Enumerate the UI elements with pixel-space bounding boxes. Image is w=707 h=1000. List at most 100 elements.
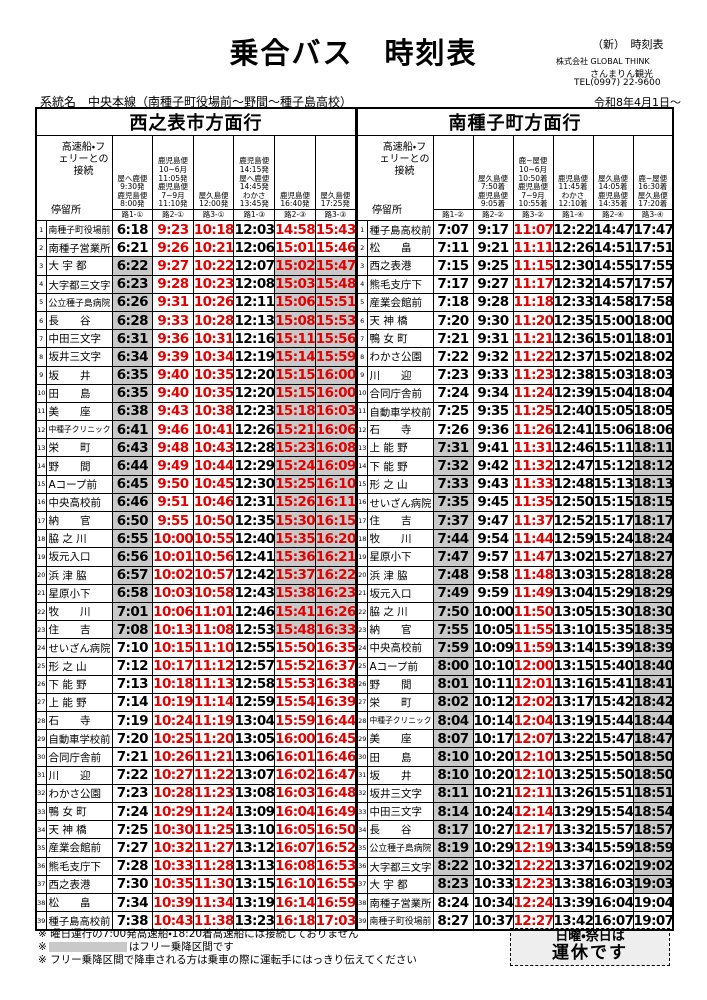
row-number: 4 — [35, 274, 47, 294]
departure-time: 17:51 — [632, 238, 674, 258]
departure-time: 7:13 — [111, 674, 154, 694]
departure-time: 10:43 — [192, 438, 235, 458]
stop-label: 停留所 — [372, 205, 402, 216]
column-label: 路1-④ — [554, 209, 592, 220]
departure-time: 7:18 — [432, 292, 474, 312]
connection-line: 屋へ鹿便 — [117, 173, 148, 183]
departure-time: 15:51 — [314, 292, 357, 312]
departure-time: 10:37 — [472, 911, 514, 931]
row-number: 30 — [356, 747, 368, 767]
departure-time: 7:23 — [111, 783, 154, 804]
departure-time: 8:10 — [432, 765, 474, 785]
connection-line: 屋久島便 — [320, 190, 351, 200]
row-number: 1 — [356, 219, 368, 240]
departure-time: 18:35 — [632, 620, 674, 640]
stop-row: 8 わかさ公園 7:22 9:32 11:22 12:37 15:02 18:02 — [356, 347, 674, 367]
departure-time: 7:14 — [111, 692, 154, 713]
stop-name: 下 能 野 — [45, 674, 113, 694]
departure-time: 15:53 — [314, 310, 357, 331]
stop-row: 14 野 間 6:44 9:49 10:44 12:29 15:24 16:09 — [35, 456, 357, 476]
departure-time: 19:04 — [632, 892, 674, 913]
row-number: 6 — [356, 310, 368, 331]
table-head: 南種子町方面行 高速船・フェリーとの接続 停留所 路1-② 屋久島便 7:50着 鹿児島便 9… — [356, 107, 674, 221]
departure-time: 10:34 — [192, 347, 235, 367]
departure-time: 13:05 — [233, 729, 276, 749]
departure-time: 12:43 — [233, 583, 276, 603]
departure-time: 12:36 — [552, 329, 594, 349]
connection-line: 屋久島便 — [637, 190, 668, 200]
row-number: 14 — [356, 456, 368, 476]
departure-time: 7:32 — [432, 456, 474, 476]
stop-row: 19 坂元入口 6:56 10:01 10:56 12:41 15:36 16:21 — [35, 547, 357, 567]
departure-time: 16:05 — [274, 820, 316, 840]
column-header: 路1-② — [432, 135, 474, 221]
departure-time: 10:25 — [152, 729, 194, 749]
row-number: 28 — [35, 711, 47, 731]
departure-time: 16:39 — [314, 692, 357, 713]
row-number: 9 — [356, 365, 368, 385]
departure-time: 10:14 — [472, 711, 514, 731]
departure-time: 15:12 — [592, 456, 634, 476]
departure-time: 18:59 — [632, 838, 674, 858]
departure-time: 18:44 — [632, 711, 674, 731]
departure-time: 13:29 — [552, 801, 594, 822]
departure-time: 15:03 — [274, 274, 316, 294]
departure-time: 12:33 — [552, 292, 594, 312]
tel: TEL(0997) 22-9600 — [574, 78, 661, 88]
departure-time: 16:15 — [314, 510, 357, 531]
departure-time: 8:02 — [432, 692, 474, 713]
stop-row: 36 大字都三文字 8:22 10:32 12:22 13:37 16:02 19:02 — [356, 856, 674, 876]
departure-time: 9:39 — [152, 347, 194, 367]
stop-name: 長 谷 — [45, 310, 113, 331]
row-number: 32 — [35, 783, 47, 804]
stop-label: 停留所 — [51, 205, 81, 216]
departure-time: 15:24 — [274, 456, 316, 476]
stop-row: 15 形 之 山 7:33 9:43 11:33 12:48 15:13 18:13 — [356, 474, 674, 494]
connection-line: 7~9月 — [521, 190, 545, 200]
departure-time: 11:31 — [512, 438, 554, 458]
stop-name: 脇 之 川 — [45, 529, 113, 549]
departure-time: 6:35 — [111, 365, 154, 385]
stop-row: 23 住 吉 7:08 10:13 11:08 12:53 15:48 16:33 — [35, 620, 357, 640]
row-number: 20 — [35, 565, 47, 585]
departure-time: 18:00 — [632, 310, 674, 331]
departure-time: 11:24 — [192, 801, 235, 822]
connection-line: 鹿児島便 — [478, 190, 508, 200]
departure-time: 12:04 — [512, 711, 554, 731]
departure-time: 13:10 — [233, 820, 276, 840]
departure-time: 9:54 — [472, 529, 514, 549]
stop-row: 15 Aコープ前 6:45 9:50 10:45 12:30 15:25 16:10 — [35, 474, 357, 494]
stop-row: 29 自動車学校前 7:20 10:25 11:20 13:05 16:00 16:45 — [35, 729, 357, 749]
row-number: 2 — [35, 238, 47, 258]
stop-name: 中央高校前 — [366, 638, 434, 658]
note: ※ フリー乗降区間で降車される方は乗車の際に運転手にはっきり伝えてください — [38, 954, 417, 967]
stop-name: 種子島高校前 — [45, 911, 113, 931]
departure-time: 10:38 — [192, 401, 235, 422]
departure-time: 7:25 — [111, 820, 154, 840]
departure-time: 9:30 — [472, 310, 514, 331]
departure-time: 13:42 — [552, 911, 594, 931]
departure-time: 15:52 — [274, 656, 316, 676]
column-header: 屋久島便 12:00発 路3-① — [192, 135, 235, 221]
departure-time: 12:03 — [233, 219, 276, 240]
row-number: 4 — [356, 274, 368, 294]
departure-time: 15:11 — [592, 438, 634, 458]
row-number: 16 — [35, 492, 47, 513]
departure-time: 6:58 — [111, 583, 154, 603]
departure-time: 11:20 — [192, 729, 235, 749]
departure-time: 7:38 — [111, 911, 154, 931]
departure-time: 12:20 — [233, 365, 276, 385]
departure-time: 11:47 — [512, 547, 554, 567]
connection-line: 鹿児島便 — [157, 182, 188, 192]
departure-time: 9:40 — [152, 365, 194, 385]
departure-time: 12:30 — [233, 474, 276, 494]
departure-time: 10:11 — [472, 674, 514, 694]
departure-time: 18:41 — [632, 674, 674, 694]
departure-time: 12:35 — [552, 310, 594, 331]
stop-name: 星原小下 — [366, 547, 434, 567]
stop-row: 39 南種子町役場前 8:27 10:37 12:27 13:42 16:07 19:07 — [356, 911, 674, 931]
departure-time: 12:02 — [512, 692, 554, 713]
departure-time: 11:15 — [512, 256, 554, 276]
stop-row: 5 公立種子島病院 6:26 9:31 10:26 12:11 15:06 15:51 — [35, 292, 357, 312]
